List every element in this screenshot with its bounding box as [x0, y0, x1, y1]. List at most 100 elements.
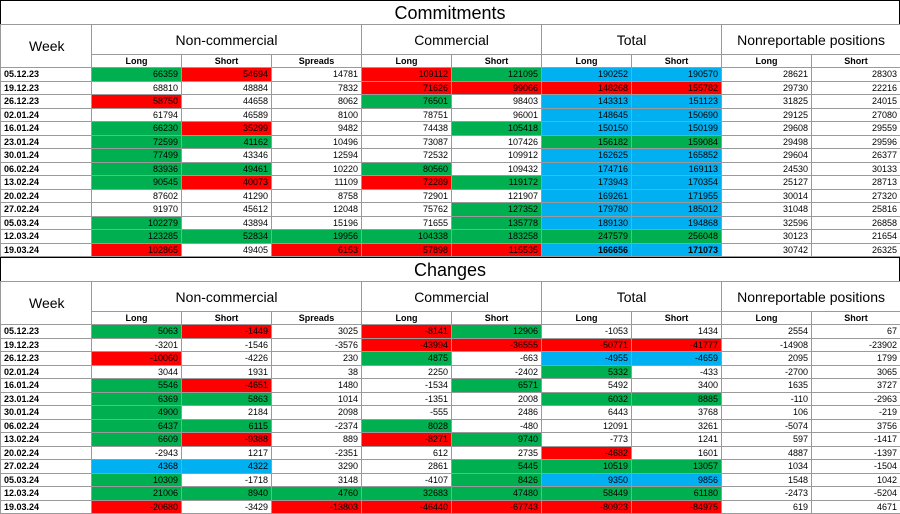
week-date-cell: 16.01.24	[1, 379, 92, 393]
value-cell: 1635	[722, 379, 812, 393]
subheader: Long	[722, 55, 812, 68]
section-title: Changes	[0, 257, 900, 281]
value-cell: 87602	[92, 189, 182, 203]
value-cell: 189130	[542, 216, 632, 230]
week-date-cell: 19.12.23	[1, 81, 92, 95]
value-cell: 73087	[362, 135, 452, 149]
value-cell: 135778	[452, 216, 542, 230]
value-cell: 104338	[362, 230, 452, 244]
value-cell: -14908	[722, 338, 812, 352]
value-cell: 148268	[542, 81, 632, 95]
value-cell: 1799	[812, 352, 900, 366]
value-cell: 3768	[632, 406, 722, 420]
value-cell: 109912	[452, 149, 542, 163]
value-cell: -555	[362, 406, 452, 420]
week-date-cell: 27.02.24	[1, 460, 92, 474]
total-header: Total	[542, 282, 722, 312]
value-cell: 25127	[722, 176, 812, 190]
value-cell: 121095	[452, 68, 542, 82]
subheader: Long	[542, 55, 632, 68]
value-cell: -23902	[812, 338, 900, 352]
value-cell: 3044	[92, 365, 182, 379]
value-cell: 10220	[272, 162, 362, 176]
value-cell: 21654	[812, 230, 900, 244]
value-cell: 99066	[452, 81, 542, 95]
value-cell: 35299	[182, 122, 272, 136]
value-cell: 150690	[632, 108, 722, 122]
value-cell: 90545	[92, 176, 182, 190]
value-cell: -67743	[452, 500, 542, 514]
week-date-cell: 26.12.23	[1, 95, 92, 109]
noncommercial-header: Non-commercial	[92, 282, 362, 312]
value-cell: 98403	[452, 95, 542, 109]
value-cell: -4659	[632, 352, 722, 366]
value-cell: 1480	[272, 379, 362, 393]
value-cell: -4107	[362, 473, 452, 487]
value-cell: 1548	[722, 473, 812, 487]
value-cell: 5332	[542, 365, 632, 379]
value-cell: 30133	[812, 162, 900, 176]
value-cell: 27080	[812, 108, 900, 122]
value-cell: 171073	[632, 243, 722, 257]
value-cell: -110	[722, 392, 812, 406]
value-cell: 7832	[272, 81, 362, 95]
value-cell: 3290	[272, 460, 362, 474]
value-cell: 12048	[272, 203, 362, 217]
value-cell: 31048	[722, 203, 812, 217]
value-cell: 57898	[362, 243, 452, 257]
value-cell: 71655	[362, 216, 452, 230]
value-cell: 121907	[452, 189, 542, 203]
subheader: Short	[452, 55, 542, 68]
value-cell: 109432	[452, 162, 542, 176]
subheader: Short	[632, 312, 722, 325]
value-cell: -1397	[812, 446, 900, 460]
value-cell: 30742	[722, 243, 812, 257]
value-cell: -3201	[92, 338, 182, 352]
subheader: Long	[92, 312, 182, 325]
value-cell: 78751	[362, 108, 452, 122]
value-cell: 6032	[542, 392, 632, 406]
table-row: 19.03.24-20680-3429-13803-46440-67743-80…	[1, 500, 900, 514]
week-date-cell: 27.02.24	[1, 203, 92, 217]
value-cell: 61794	[92, 108, 182, 122]
value-cell: -46440	[362, 500, 452, 514]
value-cell: 150150	[542, 122, 632, 136]
value-cell: -50771	[542, 338, 632, 352]
value-cell: 3148	[272, 473, 362, 487]
value-cell: 2486	[452, 406, 542, 420]
value-cell: 72901	[362, 189, 452, 203]
value-cell: 150199	[632, 122, 722, 136]
value-cell: -663	[452, 352, 542, 366]
value-cell: 123285	[92, 230, 182, 244]
value-cell: -43994	[362, 338, 452, 352]
value-cell: 102865	[92, 243, 182, 257]
value-cell: -13803	[272, 500, 362, 514]
week-date-cell: 05.12.23	[1, 325, 92, 339]
value-cell: 26377	[812, 149, 900, 163]
value-cell: 9482	[272, 122, 362, 136]
changes-table: Week Non-commercial Commercial Total Non…	[0, 281, 900, 514]
value-cell: 8028	[362, 419, 452, 433]
value-cell: -2374	[272, 419, 362, 433]
value-cell: 29608	[722, 122, 812, 136]
value-cell: 143313	[542, 95, 632, 109]
value-cell: -3576	[272, 338, 362, 352]
value-cell: 71626	[362, 81, 452, 95]
week-date-cell: 30.01.24	[1, 406, 92, 420]
value-cell: 72532	[362, 149, 452, 163]
value-cell: 8758	[272, 189, 362, 203]
value-cell: 4322	[182, 460, 272, 474]
subheader: Short	[632, 55, 722, 68]
value-cell: 170354	[632, 176, 722, 190]
value-cell: 13057	[632, 460, 722, 474]
value-cell: 10519	[542, 460, 632, 474]
week-date-cell: 23.01.24	[1, 392, 92, 406]
